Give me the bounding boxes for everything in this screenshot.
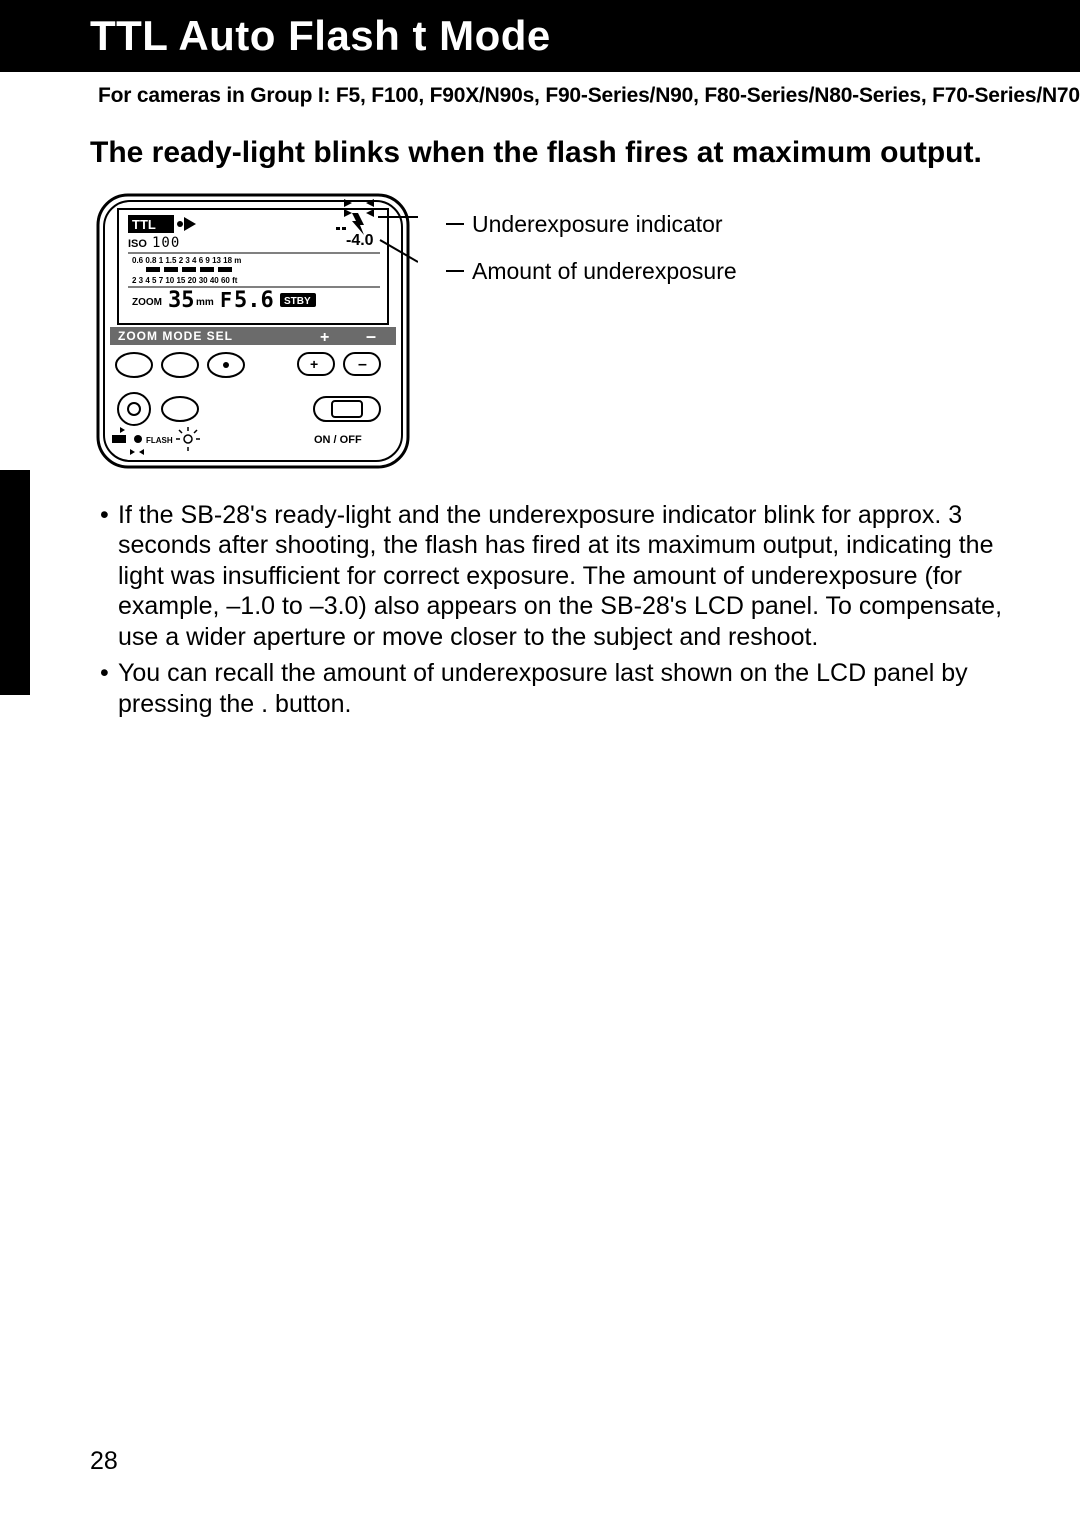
- aux-button[interactable]: [162, 397, 198, 421]
- page-title: TTL Auto Flash t Mode: [90, 12, 551, 60]
- callout-underexposure-amount: Amount of underexposure: [472, 258, 737, 285]
- scale-m: 0.6 0.8 1 1.5 2 3 4 6 9 13 18 m: [132, 256, 241, 265]
- onoff-label: ON / OFF: [314, 434, 362, 446]
- bullet-2: You can recall the amount of underexposu…: [118, 658, 1010, 719]
- page: TTL Auto Flash t Mode For cameras in Gro…: [0, 0, 1080, 1536]
- mode-button[interactable]: [162, 353, 198, 377]
- iso-label: ISO: [128, 238, 147, 250]
- svg-text:+: +: [310, 356, 318, 372]
- svg-text:–: –: [358, 356, 367, 373]
- zoom-unit: mm: [196, 297, 214, 308]
- page-number: 28: [90, 1447, 118, 1476]
- body-text: • If the SB-28's ready-light and the und…: [0, 482, 1080, 720]
- callouts: Underexposure indicator Amount of undere…: [446, 187, 737, 303]
- lcd-diagram: TTL -4.0 ISO 100: [88, 187, 418, 482]
- side-tab: [0, 470, 30, 695]
- flash-label: FLASH: [146, 436, 173, 445]
- zoom-button[interactable]: [116, 353, 152, 377]
- scale-ft: 2 3 4 5 7 10 15 20 30 40 60 ft: [132, 276, 238, 285]
- zoom-label: ZOOM: [132, 297, 162, 308]
- iso-value: 100: [152, 235, 180, 251]
- button-row-labels: ZOOM MODE SEL: [118, 329, 233, 343]
- section-title: The ready-light blinks when the flash fi…: [0, 108, 1080, 171]
- callout-underexposure-indicator: Underexposure indicator: [472, 211, 723, 238]
- svg-text:+: +: [320, 329, 329, 346]
- svg-text:–: –: [366, 326, 376, 346]
- header-bar: TTL Auto Flash t Mode: [0, 0, 1080, 72]
- f-label: F: [220, 288, 232, 312]
- diagram-area: TTL -4.0 ISO 100: [88, 187, 1080, 482]
- underexposure-value: -4.0: [346, 232, 374, 249]
- stby-label: STBY: [284, 296, 311, 307]
- f-value: 5.6: [234, 288, 274, 313]
- ttl-label: TTL: [132, 217, 156, 232]
- zoom-value: 35: [168, 288, 195, 313]
- bullet-1: If the SB-28's ready-light and the under…: [118, 500, 1010, 653]
- camera-group-subhead: For cameras in Group I: F5, F100, F90X/N…: [0, 72, 1080, 108]
